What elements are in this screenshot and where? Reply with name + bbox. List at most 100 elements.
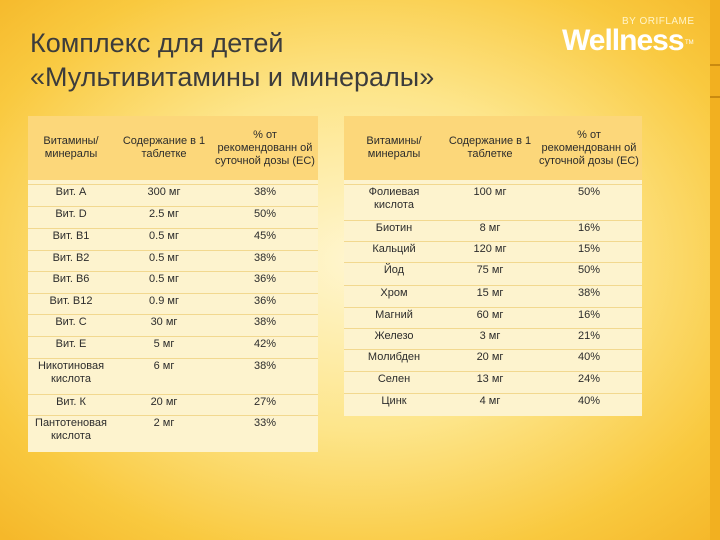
nutrient-name-cell: Фолиевая кислота [368,186,420,211]
row-divider [28,250,318,251]
nutrient-name-cell: Вит. К [56,396,86,408]
amount-cell: 5 мг [153,338,175,350]
row-divider [344,285,642,286]
column-header-text: % от рекомендованн ой суточной дозы (ЕС) [539,128,639,167]
row-divider [344,262,642,263]
table-header [344,116,642,180]
percent-cell: 50% [577,186,601,198]
nutrient-name-cell: Селен [377,373,411,385]
column-header-text: % от рекомендованн ой суточной дозы (ЕС) [215,128,315,167]
percent-cell: 33% [253,417,277,429]
wellness-logo: BY ORIFLAME Wellness TM [560,16,700,57]
nutrient-name-cell: Железо [374,330,414,342]
nutrient-name-cell: Вит. А [55,186,87,198]
row-divider [344,349,642,350]
column-header: % от рекомендованн ой суточной дозы (ЕС) [539,116,639,180]
amount-cell: 100 мг [473,186,507,198]
column-header-text: Содержание в 1 таблетке [448,135,532,160]
row-divider [28,314,318,315]
percent-cell: 24% [577,373,601,385]
percent-cell: 15% [577,243,601,255]
nutrient-name-cell: Вит. Е [55,338,87,350]
nutrient-name-cell: Молибден [367,351,421,363]
percent-cell: 38% [253,360,277,372]
decorative-stripe [710,0,720,540]
nutrient-name-cell: Вит. В12 [49,295,93,307]
row-divider [28,293,318,294]
amount-cell: 60 мг [476,309,504,321]
percent-cell: 27% [253,396,277,408]
amount-cell: 4 мг [479,395,501,407]
percent-cell: 38% [253,316,277,328]
row-divider [28,358,318,359]
amount-cell: 0.5 мг [149,230,179,242]
nutrient-name-cell: Магний [375,309,413,321]
row-divider [344,184,642,185]
amount-cell: 0.5 мг [149,273,179,285]
column-header: % от рекомендованн ой суточной дозы (ЕС) [215,116,315,180]
percent-cell: 45% [253,230,277,242]
row-divider [28,184,318,185]
percent-cell: 42% [253,338,277,350]
amount-cell: 120 мг [473,243,507,255]
percent-cell: 36% [253,273,277,285]
amount-cell: 20 мг [150,396,178,408]
row-divider [344,371,642,372]
percent-cell: 16% [577,309,601,321]
row-divider [344,393,642,394]
nutrient-name-cell: Вит. В1 [52,230,90,242]
amount-cell: 15 мг [476,287,504,299]
row-divider [28,415,318,416]
column-header: Содержание в 1 таблетке [444,116,536,180]
nutrient-name-cell: Цинк [381,395,407,407]
amount-cell: 2 мг [153,417,175,429]
page-title: Комплекс для детей «Мультивитамины и мин… [30,26,530,94]
row-divider [344,307,642,308]
table-header [28,116,318,180]
nutrient-name-cell: Биотин [375,222,413,234]
column-header-text: Содержание в 1 таблетке [122,135,206,160]
nutrient-name-cell: Пантотеновая кислота [35,417,107,442]
row-divider [344,328,642,329]
column-header: Витамины/ минералы [30,116,112,180]
nutrient-name-cell: Вит. В6 [52,273,90,285]
column-header: Витамины/ минералы [351,116,437,180]
column-header-text: Витамины/ минералы [43,135,99,160]
nutrient-name-cell: Йод [383,264,405,276]
row-divider [344,220,642,221]
percent-cell: 50% [577,264,601,276]
percent-cell: 50% [253,208,277,220]
amount-cell: 3 мг [479,330,501,342]
right-nutrient-table: Витамины/ минералы Содержание в 1 таблетк… [344,116,642,416]
nutrient-name-cell: Хром [380,287,408,299]
amount-cell: 8 мг [479,222,501,234]
percent-cell: 16% [577,222,601,234]
nutrient-name-cell: Вит. В2 [52,252,90,264]
logo-by-text: BY ORIFLAME [622,16,695,27]
nutrient-name-cell: Кальций [372,243,416,255]
row-divider [28,228,318,229]
logo-wordmark: Wellness [562,24,685,57]
percent-cell: 38% [253,186,277,198]
row-divider [28,206,318,207]
nutrient-name-cell: Никотиновая кислота [37,360,105,385]
percent-cell: 40% [577,395,601,407]
left-nutrient-table: Витамины/ минералы Содержание в 1 таблетк… [28,116,318,452]
amount-cell: 300 мг [147,186,181,198]
percent-cell: 36% [253,295,277,307]
row-divider [28,394,318,395]
amount-cell: 30 мг [150,316,178,328]
nutrient-name-cell: Вит. D [55,208,87,220]
percent-cell: 21% [577,330,601,342]
percent-cell: 40% [577,351,601,363]
amount-cell: 2.5 мг [149,208,179,220]
amount-cell: 0.5 мг [149,252,179,264]
amount-cell: 6 мг [153,360,175,372]
amount-cell: 0.9 мг [149,295,179,307]
column-header-text: Витамины/ минералы [366,135,422,160]
amount-cell: 13 мг [476,373,504,385]
logo-tm: TM [685,40,694,46]
title-line-2: «Мультивитамины и минералы» [30,62,435,92]
title-line-1: Комплекс для детей [30,28,284,58]
nutrient-name-cell: Вит. С [55,316,87,328]
